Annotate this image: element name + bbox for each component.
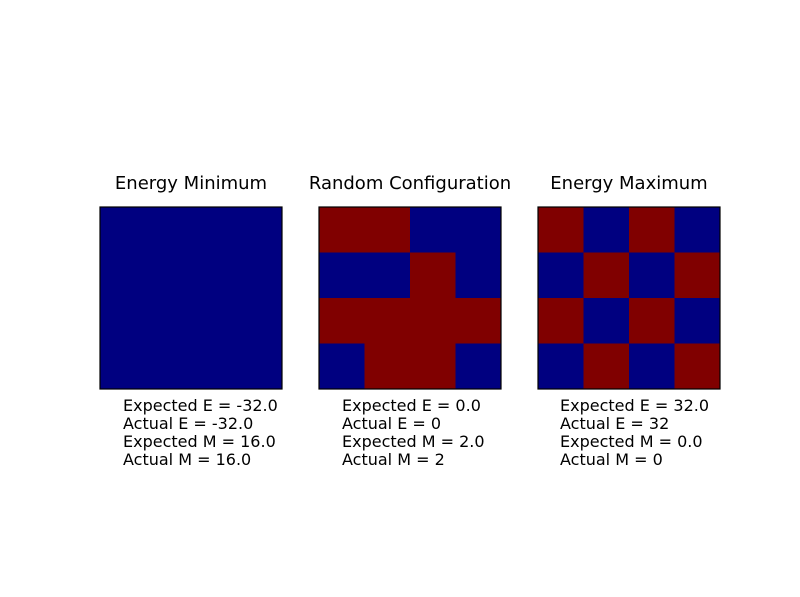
spin-up-cell [629, 298, 675, 344]
spin-up-cell [319, 298, 365, 344]
spin-up-cell [538, 207, 584, 253]
spin-up-cell [629, 207, 675, 253]
actual-energy-label: Actual E = 0 [342, 414, 442, 433]
spin-up-cell [538, 298, 584, 344]
expected-energy-label: Expected E = 0.0 [342, 396, 481, 415]
actual-magnetization-label: Actual M = 2 [342, 450, 445, 469]
spin-up-cell [583, 252, 630, 299]
spin-grid [537, 206, 721, 390]
spin-down-cell [538, 343, 584, 390]
expected-magnetization-label: Expected M = 0.0 [560, 432, 703, 451]
annotation-block: Expected E = 32.0 Actual E = 32 Expected… [560, 397, 709, 469]
spin-down-cell [145, 298, 192, 344]
spin-down-cell [100, 207, 146, 253]
spin-down-cell [191, 298, 237, 344]
spin-grid [99, 206, 283, 390]
expected-magnetization-label: Expected M = 2.0 [342, 432, 485, 451]
spin-down-cell [236, 252, 283, 299]
spin-down-cell [629, 343, 675, 390]
spin-down-cell [319, 343, 365, 390]
spin-down-cell [455, 343, 502, 390]
spin-down-cell [100, 252, 146, 299]
spin-down-cell [629, 252, 675, 299]
spin-up-cell [674, 343, 721, 390]
spin-down-cell [364, 252, 411, 299]
expected-magnetization-label: Expected M = 16.0 [123, 432, 276, 451]
spin-up-cell [583, 343, 630, 390]
spin-down-cell [319, 252, 365, 299]
spin-up-cell [410, 298, 456, 344]
panel-title: Random Configuration [308, 173, 512, 194]
spin-down-cell [145, 207, 192, 253]
grid-frame [537, 206, 721, 390]
spin-down-cell [145, 343, 192, 390]
spin-down-cell [410, 207, 456, 253]
spin-up-cell [410, 252, 456, 299]
spin-down-cell [191, 343, 237, 390]
spin-down-cell [236, 207, 283, 253]
spin-down-cell [583, 298, 630, 344]
grid-frame [318, 206, 502, 390]
spin-up-cell [319, 207, 365, 253]
spin-down-cell [191, 252, 237, 299]
panel-random-configuration: Random Configuration Expected E = 0.0 Ac… [290, 0, 530, 597]
annotation-block: Expected E = -32.0 Actual E = -32.0 Expe… [123, 397, 278, 469]
annotation-block: Expected E = 0.0 Actual E = 0 Expected M… [342, 397, 485, 469]
spin-down-cell [674, 207, 721, 253]
actual-energy-label: Actual E = 32 [560, 414, 670, 433]
expected-energy-label: Expected E = 32.0 [560, 396, 710, 415]
spin-down-cell [538, 252, 584, 299]
spin-down-cell [455, 207, 502, 253]
spin-up-cell [364, 343, 411, 390]
panel-title: Energy Maximum [550, 173, 708, 194]
spin-down-cell [236, 343, 283, 390]
spin-up-cell [364, 298, 411, 344]
panel-energy-minimum: Energy Minimum Expected E = -32.0 Actual… [71, 0, 311, 597]
panel-energy-maximum: Energy Maximum Expected E = 32.0 Actual … [509, 0, 749, 597]
grid-frame [99, 206, 283, 390]
spin-down-cell [100, 343, 146, 390]
spin-up-cell [410, 343, 456, 390]
panel-title: Energy Minimum [114, 173, 268, 194]
actual-magnetization-label: Actual M = 16.0 [123, 450, 252, 469]
spin-down-cell [455, 252, 502, 299]
spin-up-cell [455, 298, 502, 344]
spin-down-cell [236, 298, 283, 344]
spin-grid [318, 206, 502, 390]
spin-up-cell [674, 252, 721, 299]
spin-up-cell [364, 207, 411, 253]
spin-down-cell [191, 207, 237, 253]
spin-down-cell [583, 207, 630, 253]
spin-down-cell [674, 298, 721, 344]
expected-energy-label: Expected E = -32.0 [123, 396, 278, 415]
spin-down-cell [100, 298, 146, 344]
actual-magnetization-label: Actual M = 0 [560, 450, 663, 469]
actual-energy-label: Actual E = -32.0 [123, 414, 254, 433]
spin-down-cell [145, 252, 192, 299]
